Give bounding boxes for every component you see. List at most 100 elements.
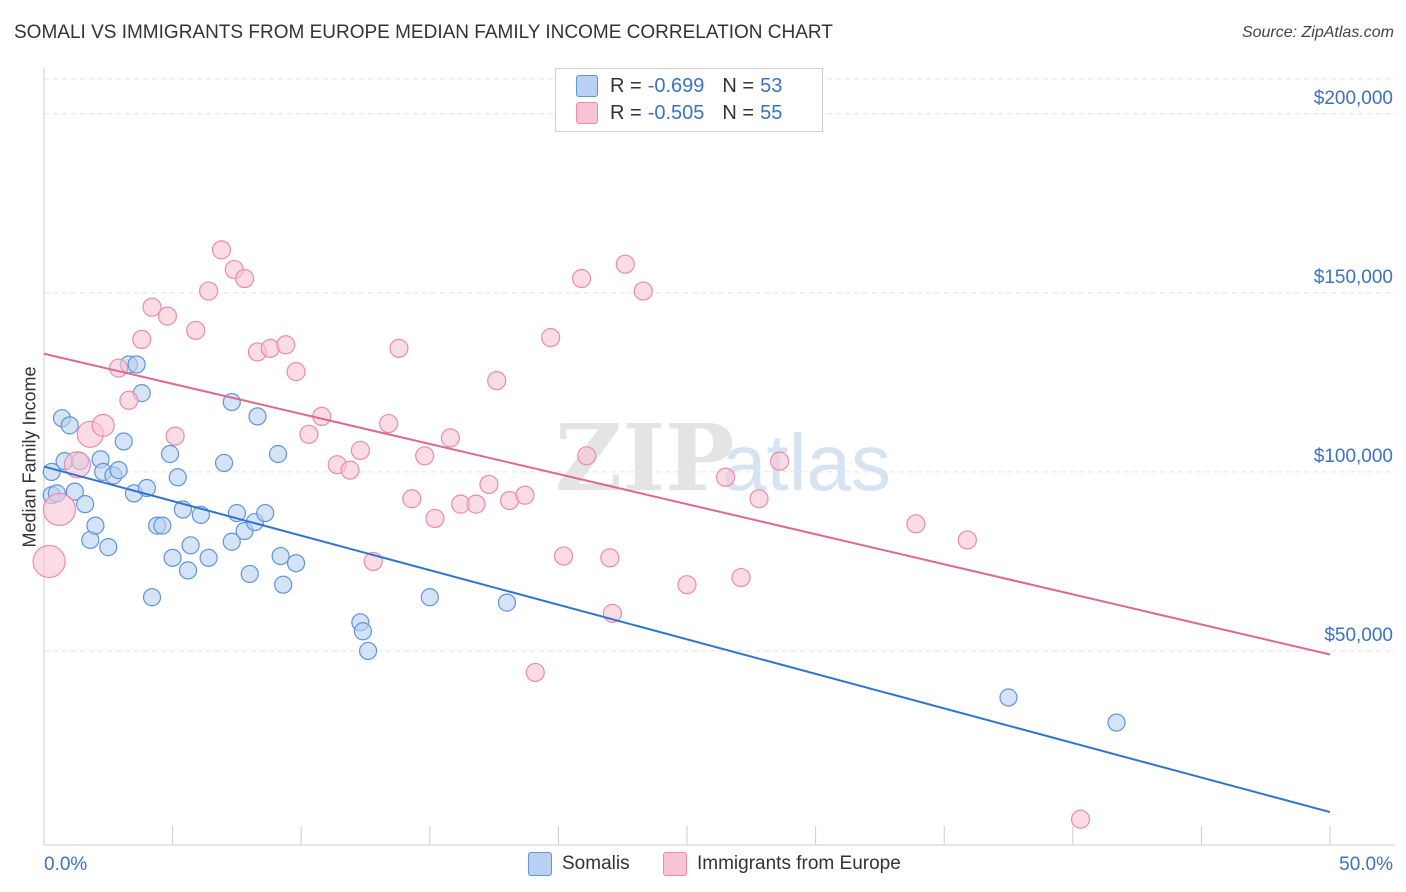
legend-label-europe: Immigrants from Europe <box>697 853 901 874</box>
europe-point <box>415 446 435 466</box>
europe-point <box>906 514 926 534</box>
europe-point <box>211 240 232 260</box>
somali-trendline <box>43 465 1331 814</box>
chart-title: SOMALI VS IMMIGRANTS FROM EUROPE MEDIAN … <box>14 22 833 43</box>
x-tick-label-max: 50.0% <box>1339 854 1393 875</box>
europe-point <box>577 446 597 466</box>
europe-point <box>440 428 460 448</box>
somali-point <box>358 641 378 661</box>
europe-point <box>340 460 360 480</box>
europe-point <box>515 485 535 505</box>
europe-point <box>286 362 306 382</box>
europe-point <box>389 338 409 358</box>
somali-point <box>99 538 118 557</box>
europe-point <box>379 413 399 434</box>
europe-point <box>350 440 370 461</box>
somali-point <box>271 546 290 566</box>
europe-point <box>715 467 736 487</box>
somali-point <box>168 468 187 487</box>
legend-label-somalis: Somalis <box>562 853 630 874</box>
somali-point <box>420 588 439 607</box>
somali-point <box>256 503 275 523</box>
europe-point <box>525 662 545 683</box>
somali-point <box>65 482 84 501</box>
somali-point <box>248 407 267 426</box>
europe-point <box>142 297 162 317</box>
somali-point <box>214 453 234 473</box>
legend-n-value: 53 <box>760 74 783 97</box>
legend-swatch-europe <box>576 102 598 124</box>
y-tick-label: $50,000 <box>1324 625 1393 646</box>
y-tick-label: $100,000 <box>1314 446 1393 467</box>
europe-point <box>466 494 486 514</box>
y-tick-label: $200,000 <box>1314 88 1393 109</box>
somali-point <box>1107 713 1126 732</box>
europe-point <box>402 489 422 509</box>
somali-point <box>353 622 373 641</box>
somali-point <box>127 355 146 374</box>
somali-point <box>999 688 1018 707</box>
europe-point <box>487 370 507 391</box>
somali-point <box>142 588 162 607</box>
legend-item-somalis: Somalis <box>528 852 630 876</box>
source-label: Source: ZipAtlas.com <box>1241 24 1394 41</box>
legend-n-value: 55 <box>760 101 783 124</box>
somali-point <box>222 532 241 551</box>
somali-point <box>60 416 79 435</box>
y-tick-label: $150,000 <box>1314 267 1393 288</box>
somali-point <box>240 564 259 584</box>
europe-point <box>186 320 206 341</box>
somali-point <box>109 461 128 480</box>
europe-point <box>633 281 653 301</box>
europe-point <box>299 424 319 444</box>
legend-row-europe: R = -0.505 N = 55 <box>576 100 782 126</box>
x-tick-label-min: 0.0% <box>44 854 87 875</box>
europe-point <box>677 575 697 595</box>
europe-point <box>132 329 152 350</box>
legend-swatch-somalis <box>528 852 552 876</box>
europe-point <box>32 544 66 579</box>
somali-point <box>497 593 517 612</box>
somali-point <box>286 554 306 573</box>
europe-point <box>119 390 139 410</box>
legend-item-europe: Immigrants from Europe <box>663 852 901 876</box>
somali-point <box>163 548 182 567</box>
legend-r-value: -0.699 <box>647 74 705 97</box>
legend-swatch-europe <box>663 852 687 876</box>
europe-point <box>541 328 561 348</box>
watermark-atlas: atlas <box>722 418 891 507</box>
europe-point <box>63 451 92 479</box>
europe-point <box>91 413 115 437</box>
europe-point <box>553 546 574 566</box>
somali-point <box>268 444 288 464</box>
europe-point <box>479 474 499 495</box>
legend-r-label: R = <box>610 74 642 97</box>
europe-point <box>600 548 620 568</box>
europe-trendline <box>43 352 1331 656</box>
somali-point <box>86 516 105 535</box>
somali-point <box>178 561 198 580</box>
europe-point <box>42 492 77 527</box>
legend-n-label: N = <box>722 101 755 124</box>
somali-point <box>114 432 133 451</box>
europe-point <box>157 306 178 326</box>
legend-row-somalis: R = -0.699 N = 53 <box>576 73 782 99</box>
somali-point <box>160 444 180 464</box>
europe-point <box>731 567 751 588</box>
europe-point <box>615 254 635 274</box>
legend-r-label: R = <box>610 101 642 124</box>
legend-n-label: N = <box>722 74 755 97</box>
europe-point <box>108 358 129 378</box>
europe-point <box>235 268 255 289</box>
somali-point <box>274 575 293 594</box>
somali-point <box>181 536 200 555</box>
europe-point <box>165 426 185 446</box>
somali-point <box>199 548 218 567</box>
europe-point <box>957 530 977 550</box>
legend-r-value: -0.505 <box>647 101 705 124</box>
europe-point <box>571 268 592 289</box>
europe-point <box>769 451 790 471</box>
legend-swatch-somalis <box>576 75 598 97</box>
europe-point <box>276 335 296 355</box>
